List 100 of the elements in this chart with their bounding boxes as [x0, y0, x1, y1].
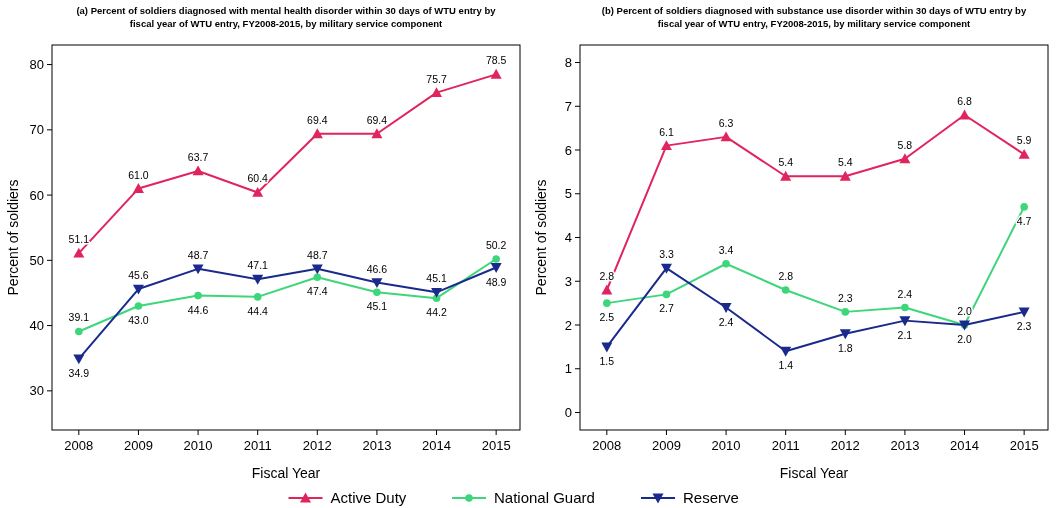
point [781, 286, 790, 294]
data-label: 78.5 [485, 54, 507, 67]
y-tick-label: 30 [29, 383, 44, 399]
x-tick-label: 2011 [771, 438, 800, 453]
point [371, 128, 383, 139]
point [132, 183, 144, 193]
data-label: 2.3 [837, 291, 853, 304]
point [132, 284, 144, 295]
x-tick-label: 2009 [651, 438, 681, 453]
data-label: 48.7 [187, 248, 209, 261]
data-label: 45.1 [366, 300, 388, 313]
data-label: 44.4 [247, 304, 269, 317]
x-tick-label: 2013 [890, 438, 920, 453]
point [601, 284, 613, 295]
data-label: 1.4 [778, 359, 794, 372]
point [253, 293, 262, 301]
y-tick-label: 50 [29, 252, 44, 268]
point [192, 165, 204, 176]
data-label: 2.5 [599, 311, 615, 324]
point [1018, 148, 1030, 159]
point [490, 68, 502, 79]
y-tick-label: 8 [564, 55, 572, 71]
point [720, 131, 732, 142]
y-tick-label: 40 [29, 318, 44, 334]
y-tick-label: 7 [564, 98, 572, 114]
point [371, 278, 383, 289]
legend-label: Reserve [683, 489, 739, 507]
data-label: 1.5 [599, 354, 615, 367]
x-tick-label: 2011 [243, 438, 272, 453]
data-label: 50.2 [485, 239, 507, 252]
data-label: 45.1 [426, 272, 447, 285]
y-tick-label: 6 [564, 142, 572, 158]
x-tick-label: 2008 [592, 438, 622, 453]
point [959, 109, 971, 120]
data-label: 6.3 [718, 116, 734, 129]
y-tick-label: 3 [564, 273, 572, 289]
point [313, 273, 322, 282]
data-label: 60.4 [247, 172, 269, 185]
x-axis-title: Fiscal Year [251, 465, 321, 481]
point [839, 329, 851, 340]
point [252, 274, 264, 285]
x-axis-title: Fiscal Year [779, 465, 849, 481]
point [1018, 307, 1030, 318]
y-tick-label: 2 [564, 317, 572, 333]
x-tick-label: 2010 [711, 438, 741, 453]
point [839, 170, 851, 181]
data-label: 75.7 [426, 72, 447, 85]
x-tick-label: 2012 [302, 438, 332, 453]
point [311, 264, 323, 275]
data-label: 44.6 [187, 303, 209, 316]
point [492, 255, 500, 263]
data-label: 47.4 [307, 285, 328, 298]
point [780, 346, 792, 357]
data-label: 2.1 [897, 328, 913, 341]
point [720, 303, 732, 313]
point [431, 87, 443, 98]
data-label: 39.1 [68, 311, 90, 324]
x-tick-label: 2015 [1009, 438, 1039, 453]
x-tick-label: 2014 [422, 438, 451, 453]
chart-title: (a) Percent of soldiers diagnosed with mental health disorder within 30 days of WTU entry by fiscal year of WTU entry, FY2008-2015, by military service component [76, 5, 497, 29]
y-axis-title: Percent of soldiers [5, 179, 21, 296]
data-label: 61.0 [128, 168, 149, 181]
point [841, 308, 850, 316]
data-label: 43.0 [128, 314, 149, 327]
data-label: 45.6 [128, 269, 149, 282]
x-tick-label: 2008 [64, 438, 94, 453]
y-tick-label: 0 [564, 405, 572, 421]
point [601, 342, 613, 353]
data-label: 1.8 [837, 341, 853, 354]
point [252, 186, 264, 197]
point [134, 302, 143, 310]
data-label: 6.1 [659, 125, 674, 138]
legend-label: National Guard [494, 489, 595, 507]
data-label: 5.4 [778, 156, 794, 169]
data-label: 48.9 [485, 275, 507, 288]
y-tick-label: 1 [564, 361, 572, 377]
point [192, 264, 204, 275]
point [780, 170, 792, 181]
y-tick-label: 70 [29, 122, 44, 138]
data-label: 5.9 [1016, 134, 1032, 147]
data-label: 5.4 [837, 156, 853, 169]
point [311, 128, 323, 139]
point [660, 140, 672, 151]
data-label: 4.7 [1016, 214, 1032, 227]
data-label: 34.9 [68, 366, 90, 379]
x-tick-label: 2015 [481, 438, 511, 453]
y-tick-label: 5 [564, 186, 572, 202]
point [373, 288, 381, 297]
x-tick-label: 2010 [183, 438, 213, 453]
data-label: 2.7 [659, 302, 674, 315]
y-tick-label: 4 [564, 230, 572, 246]
point [75, 327, 83, 336]
data-label: 2.8 [778, 270, 794, 282]
data-label: 44.2 [426, 306, 447, 319]
y-axis-title: Percent of soldiers [533, 179, 549, 296]
point [73, 354, 85, 365]
data-label: 3.3 [659, 248, 674, 261]
data-label: 48.7 [307, 248, 328, 261]
data-label: 69.4 [307, 113, 328, 126]
data-label: 47.1 [247, 259, 269, 272]
